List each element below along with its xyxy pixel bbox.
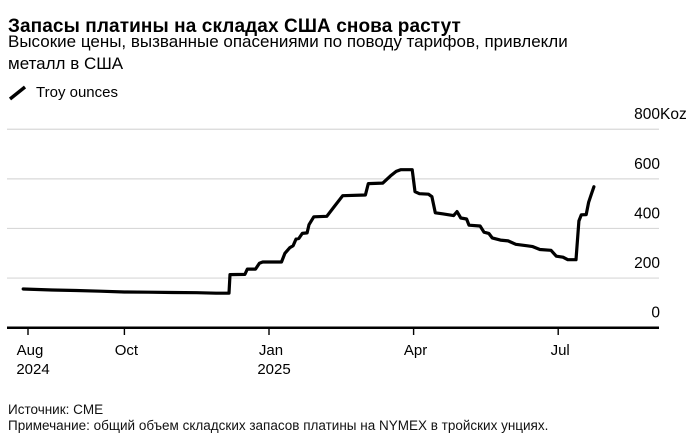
chart-subtitle-line1: Высокие цены, вызванные опасениями по по… — [8, 32, 568, 51]
x-tick-label: Oct — [115, 342, 139, 359]
x-tick-year-label: 2025 — [257, 361, 290, 378]
chart-subtitle: Высокие цены, вызванные опасениями по по… — [8, 31, 678, 75]
chart-subtitle-line2: металл в США — [8, 54, 124, 73]
line-series-icon — [8, 85, 27, 100]
x-tick-label: Aug — [17, 342, 44, 359]
x-tick-label: Jul — [551, 342, 570, 359]
series-line-troy-ounces — [21, 168, 596, 295]
source-note: Источник: CME — [8, 402, 104, 417]
x-tick-label: Jan — [259, 342, 283, 359]
x-tick-label: Apr — [404, 342, 427, 359]
page-title: Запасы платины на складах США снова раст… — [8, 15, 461, 37]
methodology-note: Примечание: общий объем складских запасо… — [8, 417, 549, 433]
y-tick-label: 400 — [634, 205, 660, 222]
y-tick-label: 0 — [651, 305, 660, 322]
y-tick-label: 200 — [634, 255, 660, 272]
x-tick-year-label: 2024 — [16, 361, 49, 378]
chart-footer: Источник: CME Примечание: общий объем ск… — [8, 402, 688, 433]
legend: Troy ounces — [8, 84, 118, 101]
y-tick-label: 800 — [634, 106, 660, 123]
y-axis-unit-label: Koz — [660, 106, 687, 123]
legend-label: Troy ounces — [36, 84, 118, 101]
y-tick-label: 600 — [634, 156, 660, 173]
